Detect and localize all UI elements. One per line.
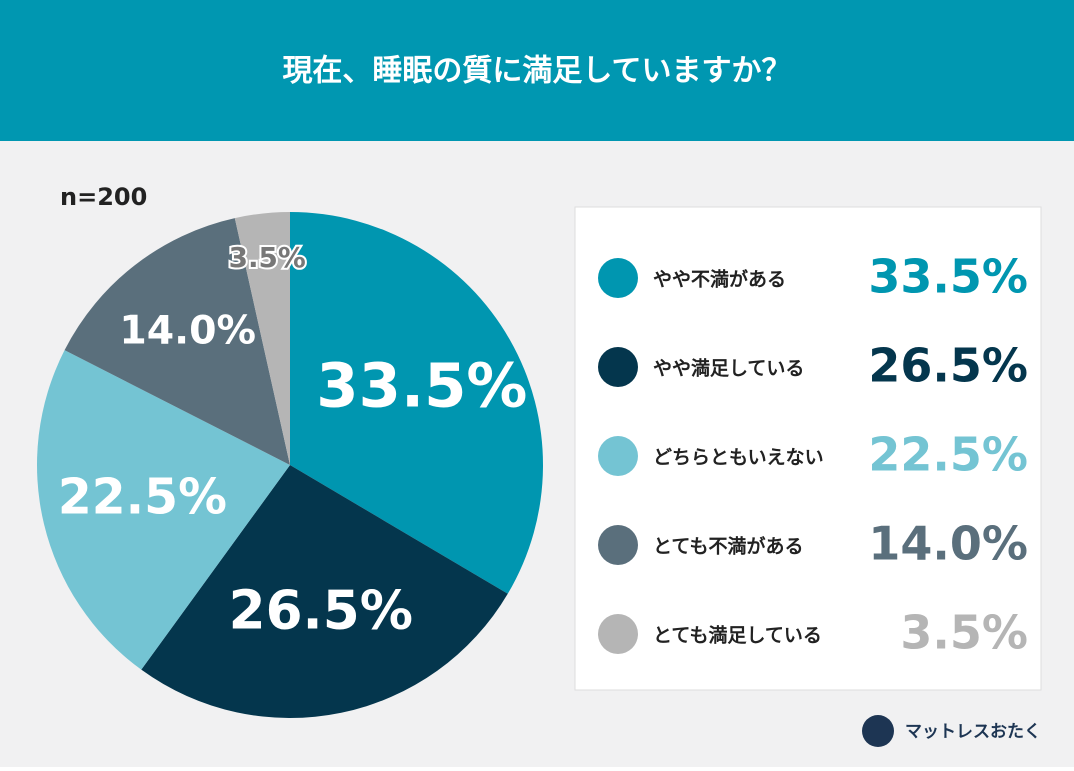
legend-label: とても不満がある — [653, 535, 803, 558]
brand-name: マットレスおたく — [905, 722, 1041, 742]
legend-box — [574, 206, 1042, 691]
slice-label: 22.5% — [58, 469, 227, 525]
slice-label: 26.5% — [229, 579, 413, 641]
legend-value: 26.5% — [868, 339, 1028, 393]
chart-title: 現在、睡眠の質に満足していますか？ — [282, 54, 791, 89]
legend-marker — [598, 258, 638, 298]
pie-slice — [141, 465, 508, 719]
slice-label: 3.5% — [229, 241, 306, 274]
legend-label: やや不満がある — [653, 268, 786, 291]
brand-logo — [862, 715, 894, 747]
legend-marker — [598, 436, 638, 476]
legend-marker — [598, 614, 638, 654]
legend-label: どちらともいえない — [653, 447, 824, 469]
pie-slice — [36, 350, 290, 670]
sample-size: n=200 — [60, 183, 147, 211]
pie-slice — [290, 212, 543, 594]
header — [0, 0, 1074, 141]
legend-value: 3.5% — [900, 606, 1028, 660]
legend-label: とても満足している — [653, 625, 822, 647]
slice-label: 33.5% — [316, 351, 527, 421]
legend-marker — [598, 525, 638, 565]
slice-label: 14.0% — [119, 308, 256, 354]
legend-value: 14.0% — [868, 517, 1028, 571]
legend-label: やや満足している — [653, 358, 804, 380]
legend-value: 22.5% — [868, 428, 1028, 482]
pie-slice — [64, 218, 290, 465]
legend-marker — [598, 347, 638, 387]
pie-slice — [234, 212, 290, 465]
legend-value: 33.5% — [868, 250, 1028, 304]
